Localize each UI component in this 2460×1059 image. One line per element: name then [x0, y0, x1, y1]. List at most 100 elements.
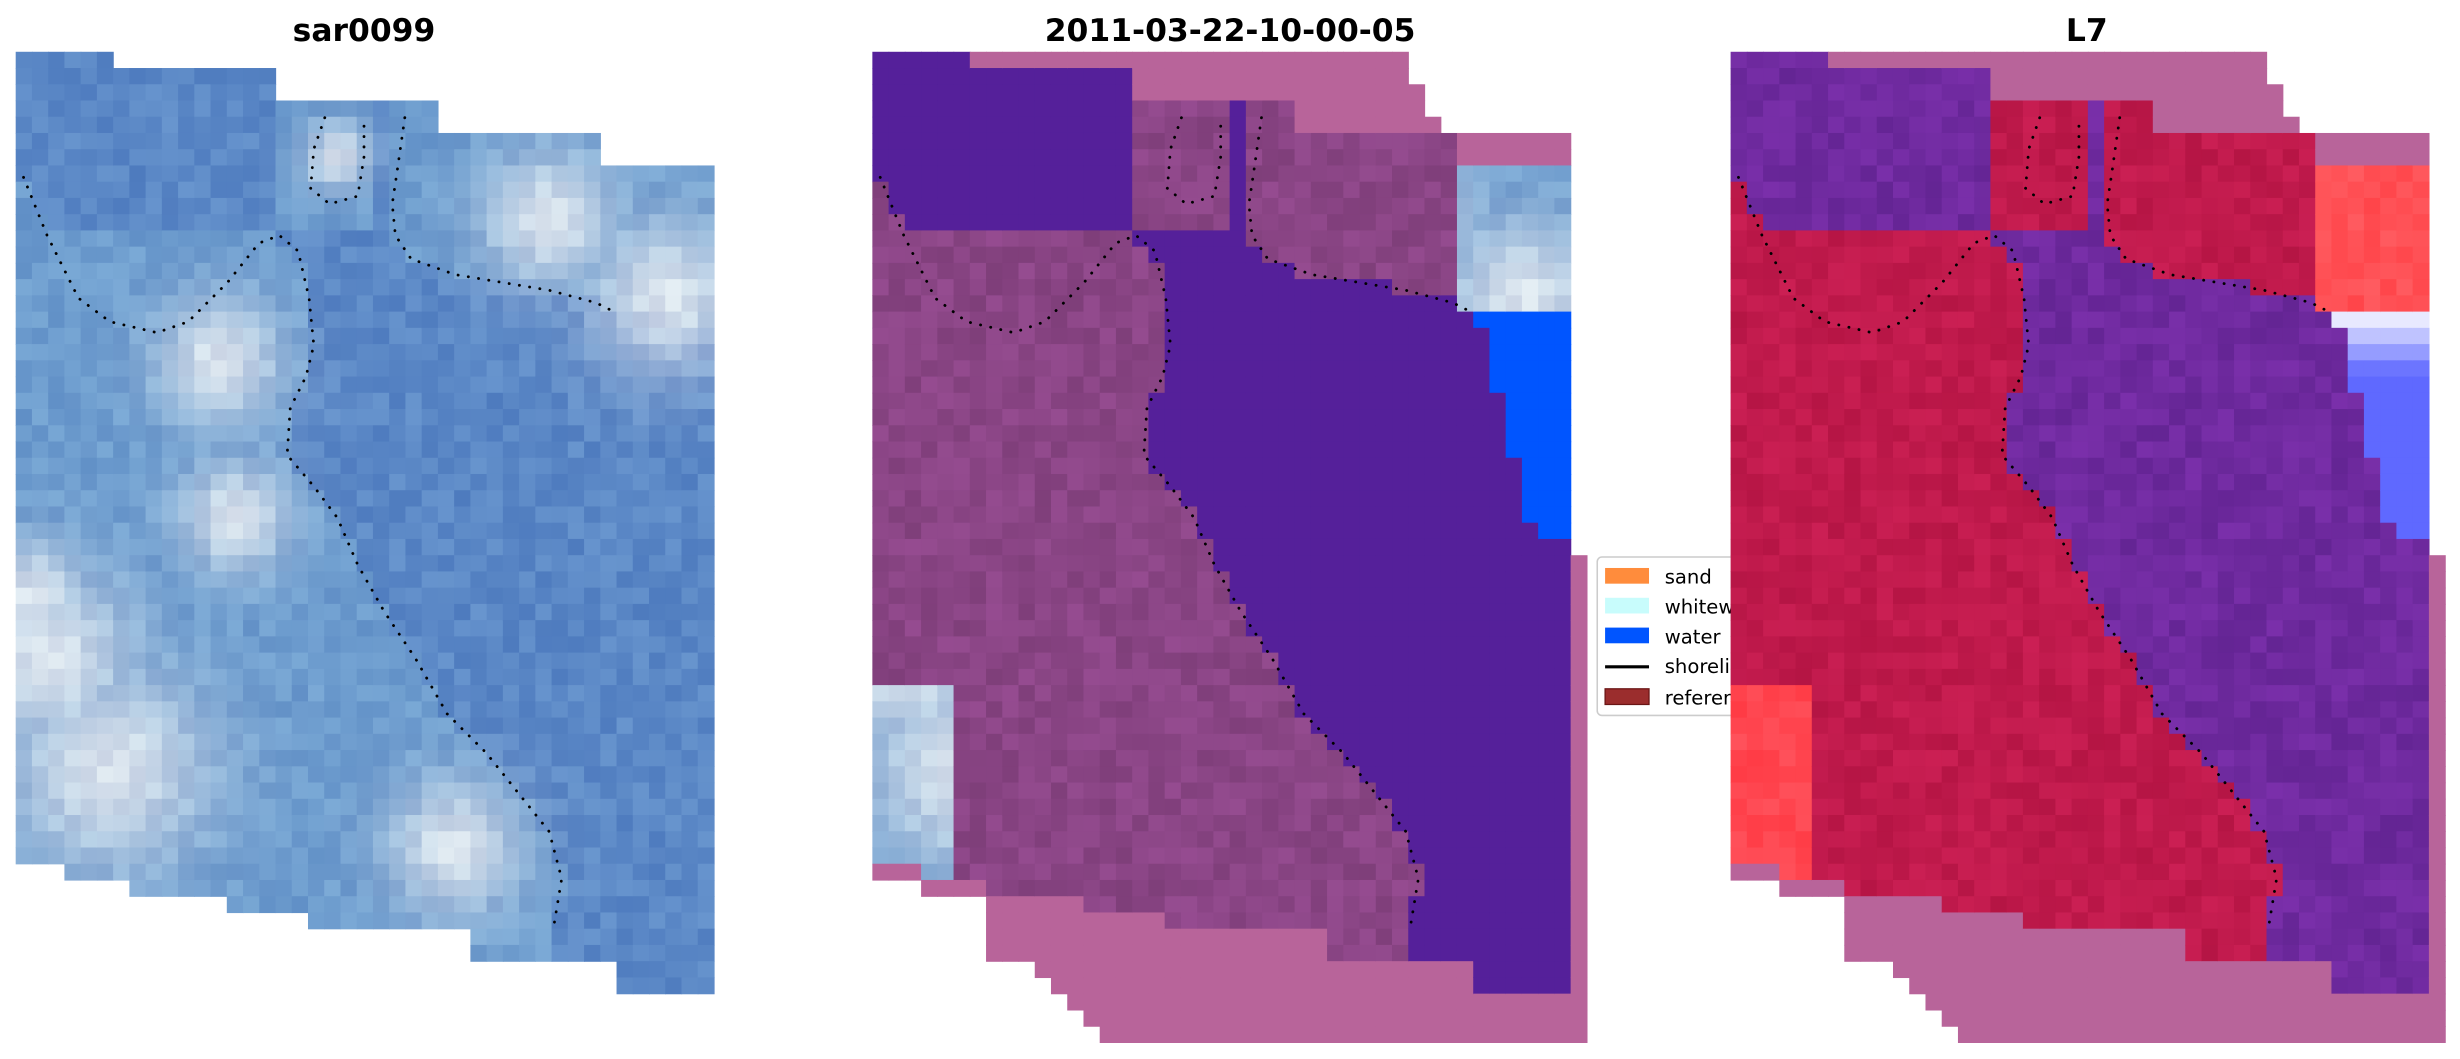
- pixel-cell: [1164, 831, 1182, 849]
- pixel-cell: [1359, 652, 1377, 670]
- pixel-cell: [1213, 214, 1231, 232]
- pixel-cell: [632, 327, 650, 345]
- pixel-cell: [194, 636, 212, 654]
- pixel-cell: [1538, 214, 1556, 232]
- pixel-cell: [1002, 815, 1020, 832]
- pixel-cell: [372, 782, 390, 800]
- pixel-cell: [1083, 555, 1101, 573]
- pixel-cell: [1521, 928, 1539, 946]
- pixel-cell: [1505, 327, 1523, 345]
- pixel-cell: [1763, 425, 1780, 443]
- pixel-cell: [372, 165, 390, 183]
- pixel-cell: [307, 214, 325, 232]
- pixel-cell: [1375, 912, 1393, 930]
- pixel-cell: [454, 782, 472, 800]
- pixel-cell: [486, 555, 504, 573]
- pixel-cell: [1392, 490, 1409, 508]
- pixel-cell: [1180, 928, 1198, 946]
- pixel-cell: [1327, 409, 1344, 426]
- pixel-cell: [1440, 685, 1458, 702]
- pixel-cell: [1763, 376, 1780, 394]
- pixel-cell: [1505, 652, 1523, 670]
- pixel-cell: [129, 847, 147, 865]
- pixel-cell: [1343, 246, 1361, 264]
- pixel-cell: [1343, 798, 1361, 816]
- pixel-cell: [953, 701, 971, 719]
- pixel-cell: [937, 311, 955, 329]
- pixel-cell: [1278, 506, 1296, 524]
- pixel-cell: [600, 538, 618, 556]
- pixel-cell: [454, 490, 472, 508]
- pixel-cell: [1795, 181, 1813, 199]
- pixel-cell: [1570, 798, 1588, 816]
- pixel-cell: [243, 603, 260, 621]
- pixel-cell: [519, 620, 536, 638]
- pixel-cell: [921, 181, 938, 199]
- pixel-cell: [1795, 571, 1813, 589]
- pixel-cell: [1359, 473, 1377, 491]
- pixel-cell: [405, 522, 423, 540]
- pixel-cell: [194, 279, 212, 296]
- pixel-cell: [1392, 668, 1409, 686]
- pixel-cell: [1763, 409, 1780, 426]
- pixel-cell: [259, 798, 277, 816]
- pixel-cell: [1456, 798, 1474, 816]
- pixel-cell: [161, 717, 179, 735]
- pixel-cell: [405, 782, 423, 800]
- pixel-cell: [324, 879, 342, 897]
- pixel-cell: [1099, 993, 1117, 1011]
- pixel-cell: [986, 181, 1003, 199]
- pixel-cell: [340, 132, 358, 150]
- pixel-cell: [324, 490, 342, 508]
- pixel-cell: [307, 392, 325, 410]
- pixel-cell: [1083, 636, 1101, 654]
- pixel-cell: [1489, 944, 1507, 962]
- pixel-cell: [1132, 538, 1150, 556]
- pixel-cell: [953, 214, 971, 232]
- pixel-cell: [1489, 165, 1507, 183]
- pixel-cell: [1310, 132, 1328, 150]
- pixel-cell: [969, 636, 987, 654]
- pixel-cell: [1115, 620, 1133, 638]
- pixel-cell: [113, 214, 130, 232]
- pixel-cell: [986, 912, 1003, 930]
- pixel-cell: [178, 441, 195, 459]
- pixel-cell: [665, 555, 683, 573]
- pixel-cell: [1132, 652, 1150, 670]
- pixel-cell: [454, 214, 472, 232]
- pixel-cell: [1456, 944, 1474, 962]
- pixel-cell: [888, 392, 906, 410]
- pixel-cell: [145, 197, 163, 215]
- pixel-cell: [969, 246, 987, 264]
- pixel-cell: [502, 733, 520, 751]
- pixel-cell: [1408, 685, 1426, 702]
- pixel-cell: [421, 360, 439, 378]
- pixel-cell: [681, 831, 699, 849]
- pixel-cell: [1294, 538, 1312, 556]
- pixel-cell: [1050, 831, 1068, 849]
- pixel-cell: [1229, 1009, 1247, 1027]
- pixel-cell: [1067, 766, 1085, 784]
- pixel-cell: [1763, 685, 1780, 702]
- pixel-cell: [64, 409, 82, 426]
- pixel-cell: [986, 879, 1003, 897]
- pixel-cell: [1294, 68, 1312, 85]
- pixel-cell: [1262, 636, 1279, 654]
- pixel-cell: [291, 214, 309, 232]
- pixel-cell: [129, 149, 147, 167]
- pixel-cell: [275, 490, 293, 508]
- pixel-cell: [1392, 132, 1409, 150]
- pixel-cell: [519, 571, 536, 589]
- pixel-cell: [1359, 896, 1377, 914]
- pixel-cell: [64, 652, 82, 670]
- pixel-cell: [129, 457, 147, 475]
- pixel-cell: [600, 506, 618, 524]
- pixel-cell: [1262, 863, 1279, 881]
- pixel-cell: [1570, 977, 1588, 995]
- pixel-cell: [1763, 717, 1780, 735]
- pixel-cell: [1164, 425, 1182, 443]
- pixel-cell: [1067, 51, 1085, 69]
- pixel-cell: [454, 409, 472, 426]
- pixel-cell: [437, 392, 455, 410]
- pixel-cell: [1164, 506, 1182, 524]
